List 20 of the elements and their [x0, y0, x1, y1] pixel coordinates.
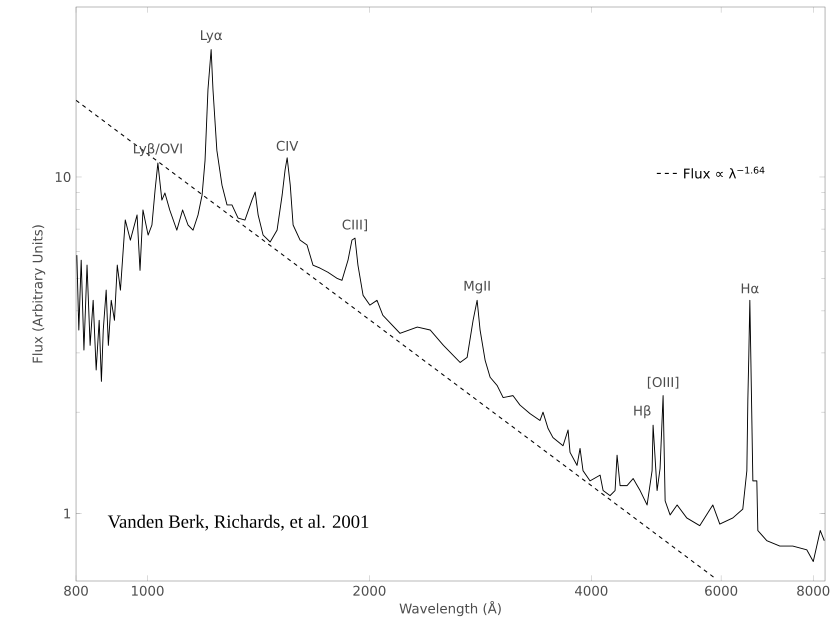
x-axis-title: Wavelength (Å): [400, 600, 501, 616]
x-tick-label: 8000: [797, 586, 830, 596]
y-tick-label: 10: [56, 172, 70, 182]
x-tick-label: 4000: [575, 586, 608, 596]
x-tick-label: 1000: [132, 586, 164, 596]
annotation: Vanden Berk, Richards, et al. 2001: [108, 514, 368, 531]
legend-label: Flux ∝ λ$^{−1.64}$: [684, 166, 764, 179]
x-tick-label: 6000: [705, 586, 738, 596]
y-axis-title: Flux (Arbitrary Units): [32, 225, 46, 363]
x-tick-label: 800: [64, 586, 88, 596]
x-tick-label: 2000: [353, 586, 386, 596]
annotation: Lyα: [201, 30, 222, 43]
annotation: Hβ: [634, 405, 651, 418]
annotation: [OIII]: [648, 376, 678, 389]
annotation: CIII]: [342, 219, 367, 232]
y-tick-label: 1: [64, 508, 70, 518]
annotation: Hα: [742, 284, 759, 294]
annotation: CIV: [276, 140, 298, 151]
annotation: MgII: [464, 280, 490, 294]
annotation: Lyβ/OVI: [134, 143, 182, 156]
